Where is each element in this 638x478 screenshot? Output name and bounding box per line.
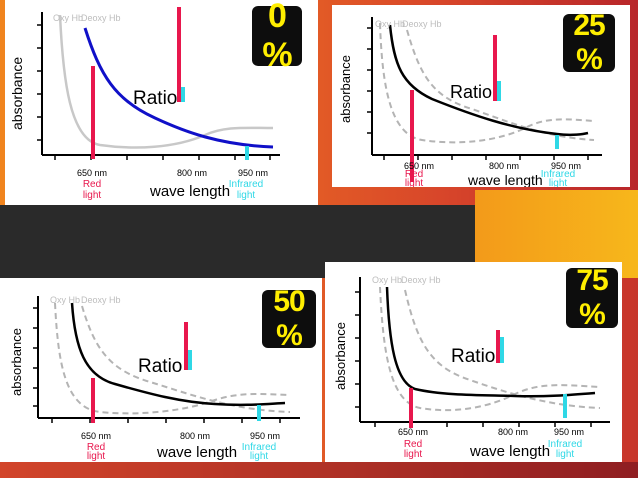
panel-50-percent: Ratio absorbance Oxy Hb Deoxy Hb 650 nm … [0,278,322,462]
y-axis-ticks [33,307,38,407]
legend-deoxy-hb: Deoxy Hb [81,295,121,305]
ratio-infrared-bar [181,87,185,102]
red-light-label-line2: light [83,190,102,201]
ratio-label: Ratio [138,356,182,377]
ratio-infrared-bar [497,81,501,101]
ratio-label: Ratio [451,346,495,367]
tick-label-950nm: 950 nm [554,427,584,437]
red-light-bar [91,378,95,423]
tick-label-650nm: 650 nm [81,431,111,441]
red-light-label-line2: light [404,449,423,460]
infrared-light-label-line2: light [237,190,256,201]
deoxy-hb-curve [404,289,601,409]
y-axis-ticks [367,27,372,134]
infrared-light-label-line2: light [250,451,269,462]
absorbance-chart-50: Ratio absorbance Oxy Hb Deoxy Hb 650 nm … [9,295,300,462]
deoxy-hb-curve [83,27,274,149]
tick-label-650nm: 650 nm [77,168,107,178]
x-axis-ticks [51,418,281,423]
tick-label-800nm: 800 nm [180,431,210,441]
oxy-hb-curve [54,302,291,415]
sample-curve-75 [385,286,596,398]
red-light-label-line1: Red [405,169,423,180]
absorbance-chart-75: Ratio absorbance Oxy Hb Deoxy Hb 650 nm … [333,275,610,460]
x-axis-label: wave length [156,444,237,461]
tick-label-950nm: 950 nm [551,161,581,171]
red-light-label-line1: Red [87,442,105,453]
infrared-light-label-line1: Infrared [548,439,582,450]
tick-label-800nm: 800 nm [489,161,519,171]
infrared-light-bar [563,394,567,418]
y-axis-ticks [355,291,360,408]
tick-label-650nm: 650 nm [398,427,428,437]
red-light-bar [91,66,95,159]
legend-oxy-hb: Oxy Hb [372,275,402,285]
infrared-light-label-line2: light [549,178,568,187]
infrared-light-label-line1: Infrared [541,169,575,180]
red-light-bar [409,388,413,428]
ratio-red-bar [493,35,497,101]
ratio-red-bar [177,7,181,102]
infrared-light-label-line1: Infrared [242,442,276,453]
y-axis-ticks [37,24,42,141]
oxy-hb-curve [379,286,601,412]
sample-curve-25 [388,24,589,137]
percent-badge-50: 50 % [262,285,316,352]
red-light-label-line2: light [405,178,424,187]
legend-oxy-hb: Oxy Hb [50,295,80,305]
infrared-light-label-line2: light [556,449,575,460]
tick-label-950nm: 950 nm [250,431,280,441]
percent-badge-75: 75 % [566,264,618,331]
y-axis-label: absorbance [338,55,353,123]
ratio-red-bar [496,330,500,363]
x-axis-label: wave length [149,183,230,200]
red-light-bar [410,90,414,182]
infrared-light-bar [257,405,261,421]
infrared-light-bar [555,135,559,149]
y-axis-label: absorbance [333,322,348,390]
tick-label-800nm: 800 nm [177,168,207,178]
ratio-infrared-bar [500,337,504,363]
infrared-light-bar [245,146,249,160]
absorbance-chart-0: Ratio absorbance Oxy Hb Deoxy Hb 650 nm … [9,7,280,201]
tick-label-800nm: 800 nm [498,427,528,437]
x-axis-label: wave length [469,443,550,460]
x-axis-label: wave length [467,172,543,187]
x-axis-ticks [383,155,589,160]
tick-label-950nm: 950 nm [238,168,268,178]
red-light-label-line1: Red [83,179,101,190]
panel-0-percent: Ratio absorbance Oxy Hb Deoxy Hb 650 nm … [5,0,318,205]
legend-deoxy-hb: Deoxy Hb [401,275,441,285]
legend-deoxy-hb: Deoxy Hb [402,19,442,29]
ratio-red-bar [184,322,188,370]
y-axis-label: absorbance [9,57,25,130]
tick-label-650nm: 650 nm [404,161,434,171]
y-axis-label: absorbance [9,328,24,396]
oxy-hb-curve [58,14,274,149]
red-light-label-line1: Red [404,439,422,450]
sample-curve-50 [70,302,286,407]
legend-oxy-hb: Oxy Hb [53,13,83,23]
slide-footer-bar [0,462,638,478]
infrared-light-label-line1: Infrared [229,179,263,190]
percent-badge-25: 25 % [563,9,615,76]
ratio-label: Ratio [133,88,177,109]
panel-25-percent: Ratio absorbance Oxy Hb Deoxy Hb 650 nm … [332,5,630,187]
ratio-infrared-bar [188,350,192,370]
ratio-label: Ratio [450,82,492,102]
absorbance-chart-25: Ratio absorbance Oxy Hb Deoxy Hb 650 nm … [338,17,602,187]
panel-75-percent: Ratio absorbance Oxy Hb Deoxy Hb 650 nm … [325,262,622,462]
legend-oxy-hb: Oxy Hb [375,19,405,29]
percent-badge-0: 0 % [252,0,302,74]
red-light-label-line2: light [87,451,106,462]
deoxy-hb-curve [81,305,291,413]
oxy-hb-curve [379,22,595,144]
legend-deoxy-hb: Deoxy Hb [81,13,121,23]
